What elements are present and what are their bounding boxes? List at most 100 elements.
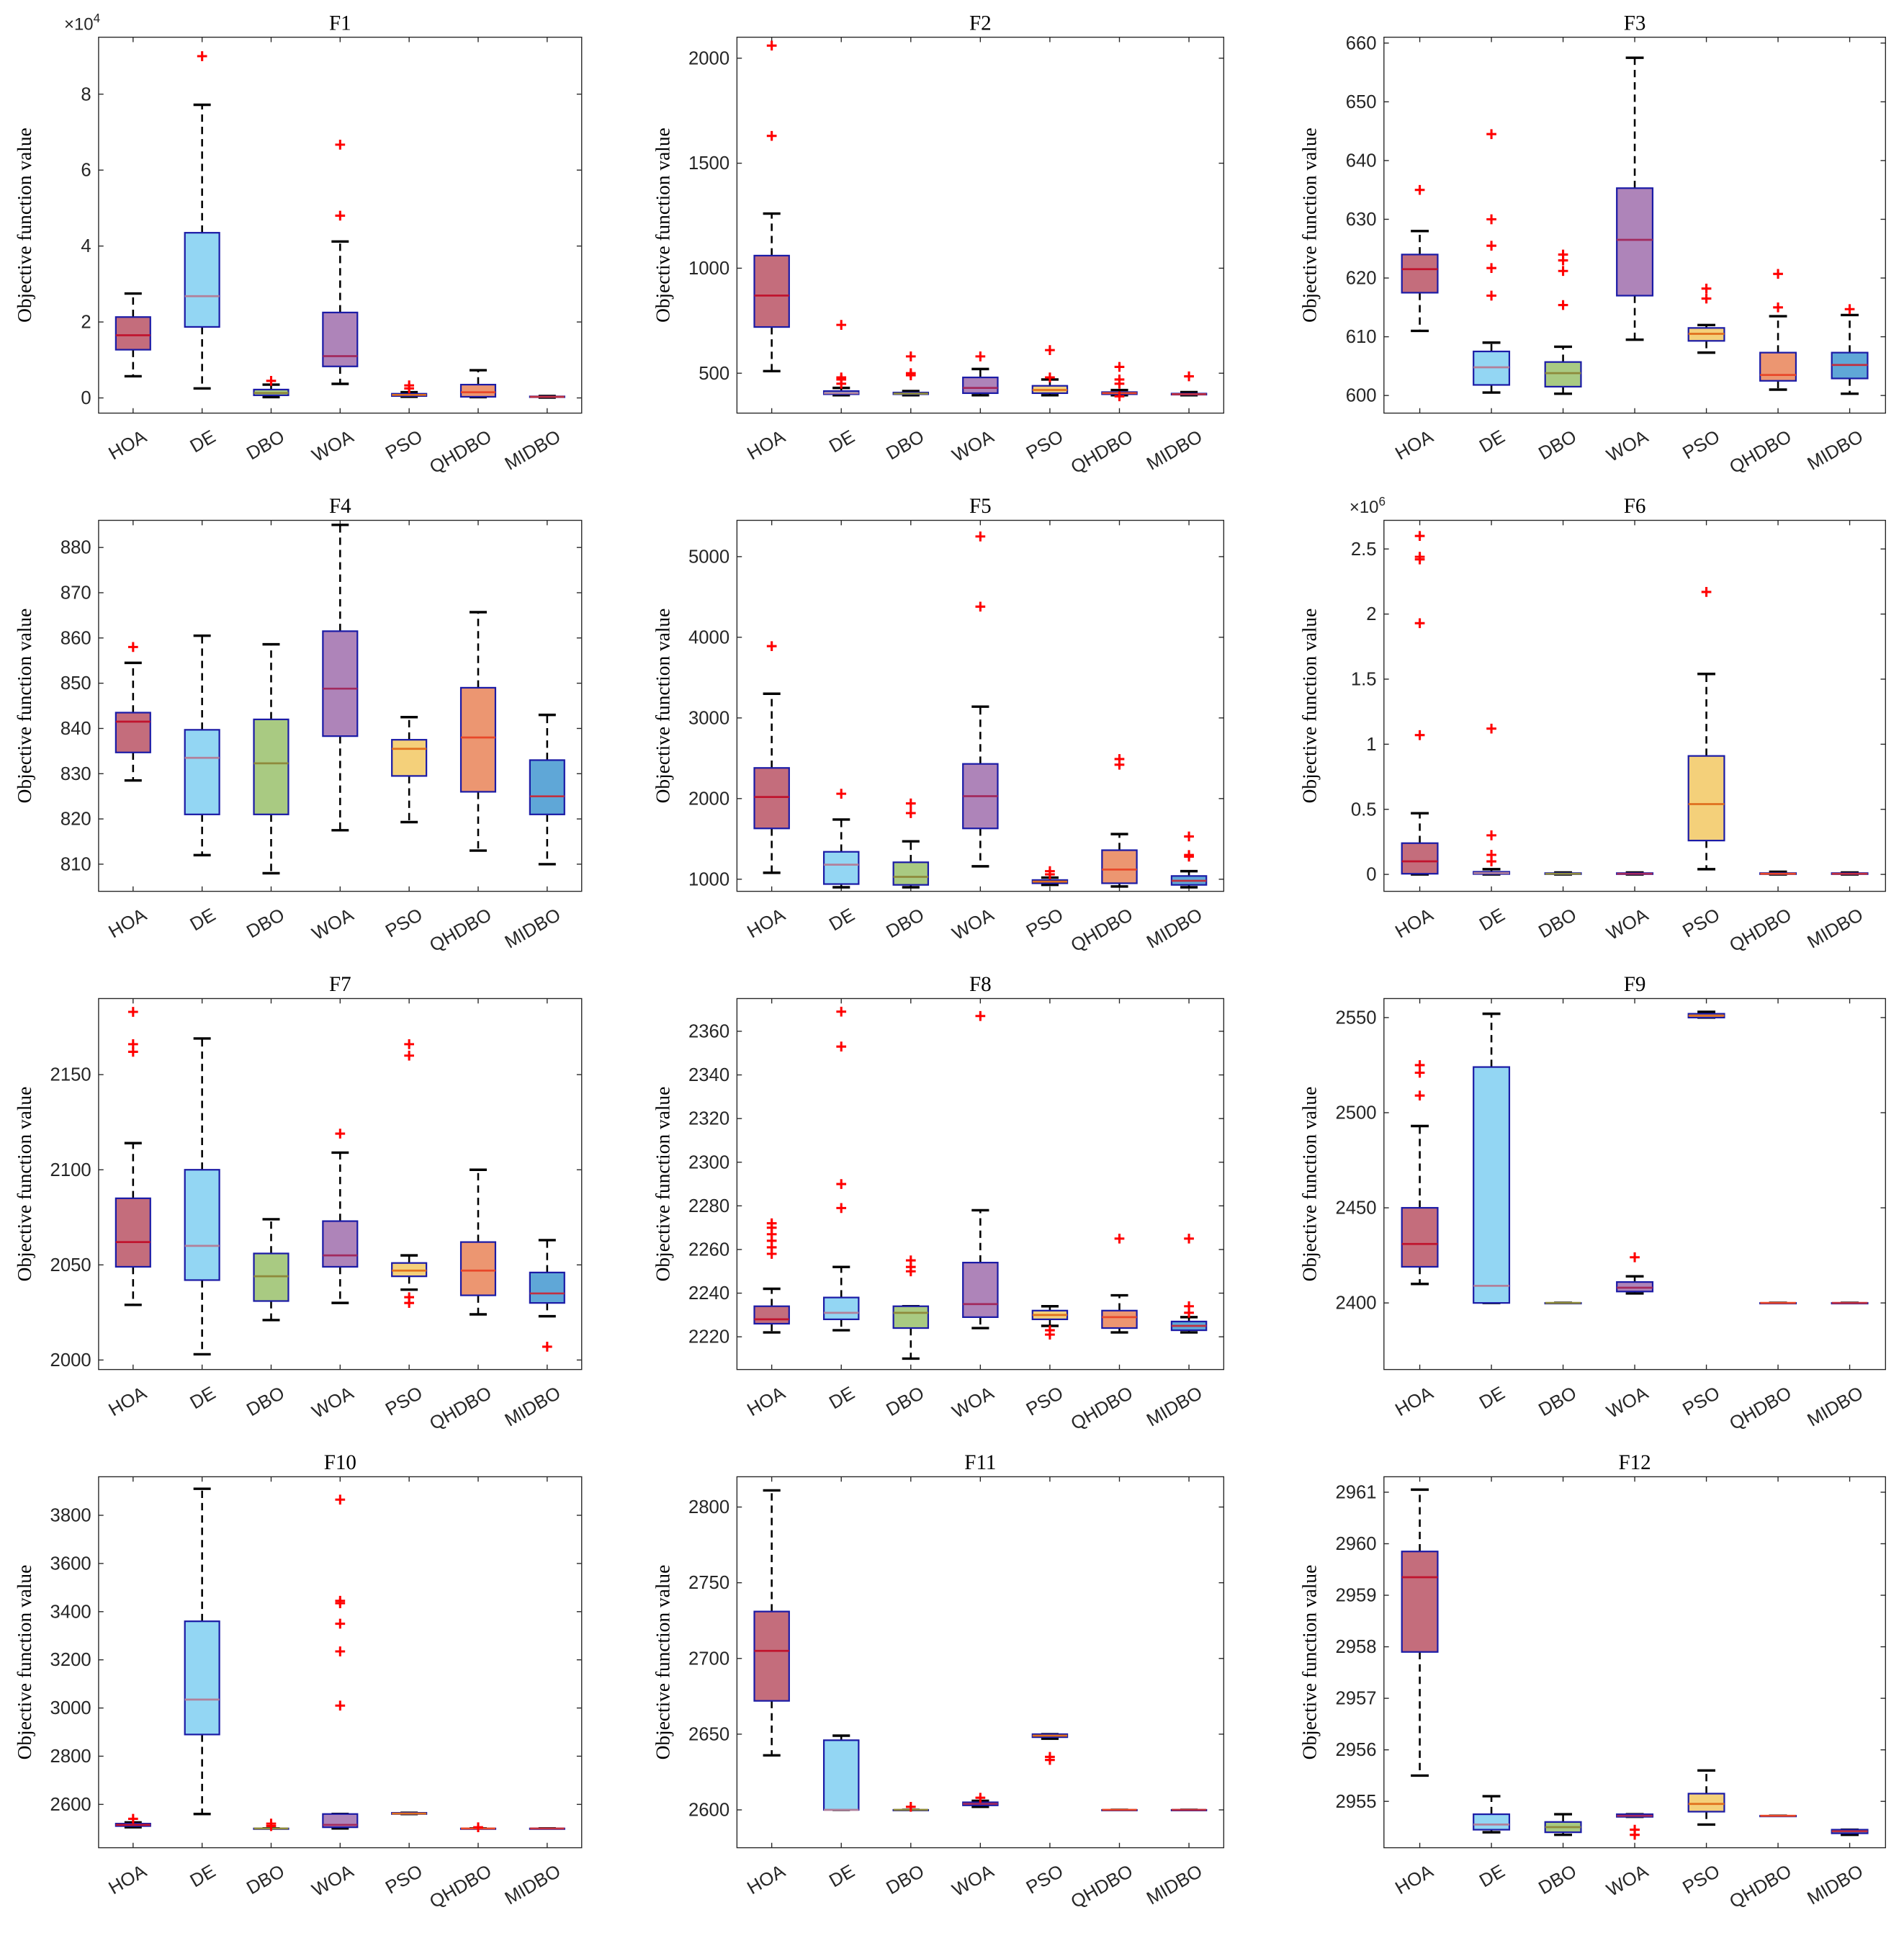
iqr-box bbox=[1101, 1309, 1138, 1329]
iqr-box bbox=[1473, 1066, 1511, 1304]
xtick-label-dbo: DBO bbox=[243, 1383, 288, 1420]
box-dbo bbox=[1544, 871, 1582, 876]
xtick-label-de: DE bbox=[826, 426, 858, 457]
y-axis-label: Objective function value bbox=[1299, 609, 1321, 804]
xtick-label-midbo: MIDBO bbox=[1804, 1861, 1867, 1909]
outlier-marker bbox=[335, 210, 346, 221]
outlier-marker bbox=[335, 1129, 346, 1139]
xtick-label-pso: PSO bbox=[382, 1383, 426, 1420]
ytick-label: 2650 bbox=[688, 1724, 729, 1744]
iqr-box bbox=[529, 759, 565, 815]
outlier-marker bbox=[1414, 1090, 1425, 1101]
box-de bbox=[822, 789, 860, 889]
xtick-label-pso: PSO bbox=[382, 905, 426, 941]
box-dbo bbox=[253, 642, 289, 875]
outlier-marker bbox=[836, 320, 847, 330]
ytick-label: 2957 bbox=[1335, 1689, 1376, 1709]
xtick-label-hoa: HOA bbox=[744, 1383, 789, 1420]
box-midbo bbox=[529, 713, 565, 866]
ytick-label: 2960 bbox=[1335, 1534, 1376, 1554]
ytick-label: 6 bbox=[81, 161, 91, 181]
y-axis-label: Objective function value bbox=[652, 1565, 673, 1760]
ytick-label: 2956 bbox=[1335, 1740, 1376, 1760]
iqr-box bbox=[459, 383, 497, 398]
xtick-label-hoa: HOA bbox=[744, 905, 789, 942]
box-de bbox=[184, 1487, 220, 1816]
xtick-label-woa: WOA bbox=[309, 905, 358, 944]
box-dbo bbox=[1544, 1813, 1582, 1836]
outlier-marker bbox=[1414, 531, 1425, 542]
ytick-label: 2600 bbox=[688, 1800, 729, 1821]
xtick-label-pso: PSO bbox=[1023, 1383, 1067, 1420]
axes-frame bbox=[1383, 997, 1887, 1371]
box-woa bbox=[1616, 1813, 1654, 1840]
panel-f4: 810 820 830 840 850 860 870 880 F4 Objective func… bbox=[14, 495, 583, 956]
outlier-marker bbox=[335, 1700, 346, 1711]
xtick-label-dbo: DBO bbox=[243, 426, 288, 464]
ytick-label: 880 bbox=[60, 538, 91, 558]
box-hoa bbox=[753, 641, 790, 874]
outlier-marker bbox=[1414, 730, 1425, 740]
ytick-label: 3800 bbox=[50, 1506, 91, 1526]
panel-f8: 2220 2240 2260 2280 2300 2320 2340 2360 F8 Object… bbox=[652, 973, 1225, 1434]
box-de bbox=[184, 1037, 220, 1356]
outlier-marker bbox=[1114, 754, 1125, 764]
box-qhdbo bbox=[1759, 269, 1797, 391]
box-hoa bbox=[114, 642, 151, 782]
iqr-box bbox=[114, 712, 151, 753]
outlier-marker bbox=[975, 601, 986, 612]
box-pso bbox=[1031, 345, 1069, 397]
box-pso bbox=[1687, 1769, 1725, 1826]
panel-f6: 0 0.5 1 1.5 2 2.5 F6 Objective function value ×1… bbox=[1299, 495, 1887, 956]
ytick-label: 0 bbox=[81, 388, 91, 408]
ytick-label: 500 bbox=[699, 364, 729, 384]
box-de bbox=[184, 51, 220, 390]
outlier-marker bbox=[766, 1218, 777, 1229]
outlier-marker bbox=[836, 789, 847, 799]
box-dbo bbox=[892, 351, 930, 397]
xtick-label-hoa: HOA bbox=[1392, 905, 1437, 942]
iqr-box bbox=[253, 718, 289, 815]
box-woa bbox=[322, 1129, 359, 1304]
iqr-box bbox=[184, 1620, 220, 1736]
multiplier-exponent: 4 bbox=[94, 12, 101, 25]
box-qhdbo bbox=[1759, 1301, 1797, 1305]
ytick-label: 3000 bbox=[688, 708, 729, 728]
outlier-marker bbox=[1558, 300, 1568, 310]
panel-f12: 2955 2956 2957 2958 2959 2960 2961 F12 Objective… bbox=[1299, 1451, 1887, 1912]
box-qhdbo bbox=[1759, 870, 1797, 876]
iqr-box bbox=[391, 739, 428, 777]
ytick-label: 1000 bbox=[688, 869, 729, 889]
panel-title: F7 bbox=[329, 973, 351, 996]
outlier-marker bbox=[1486, 241, 1496, 251]
iqr-box bbox=[459, 686, 497, 793]
box-de bbox=[822, 320, 860, 397]
xtick-label-hoa: HOA bbox=[105, 905, 151, 942]
ytick-label: 2400 bbox=[1335, 1293, 1376, 1314]
axes-frame bbox=[98, 1476, 583, 1849]
iqr-box bbox=[459, 1241, 497, 1296]
box-dbo bbox=[253, 1218, 289, 1322]
box-midbo bbox=[1831, 1828, 1869, 1836]
outlier-marker bbox=[905, 1801, 916, 1812]
panel-title: F9 bbox=[1624, 973, 1646, 996]
xtick-label-dbo: DBO bbox=[243, 1861, 288, 1898]
y-axis-label: Objective function value bbox=[14, 609, 35, 804]
outlier-marker bbox=[905, 808, 916, 818]
outlier-marker bbox=[335, 1618, 346, 1629]
y-axis-label: Objective function value bbox=[1299, 1565, 1321, 1760]
outlier-marker bbox=[1486, 129, 1496, 140]
outlier-marker bbox=[335, 1646, 346, 1656]
xtick-label-midbo: MIDBO bbox=[1804, 1383, 1867, 1430]
xtick-label-qhdbo: QHDBO bbox=[1068, 426, 1136, 477]
xtick-label-de: DE bbox=[826, 1861, 858, 1891]
ytick-label: 2550 bbox=[1335, 1008, 1376, 1028]
ytick-label: 2000 bbox=[688, 48, 729, 68]
iqr-box bbox=[822, 1296, 860, 1321]
box-de bbox=[1473, 723, 1511, 876]
outlier-marker bbox=[1045, 372, 1055, 382]
xtick-label-midbo: MIDBO bbox=[502, 426, 565, 474]
box-pso bbox=[1031, 866, 1069, 887]
box-de bbox=[822, 1734, 860, 1811]
